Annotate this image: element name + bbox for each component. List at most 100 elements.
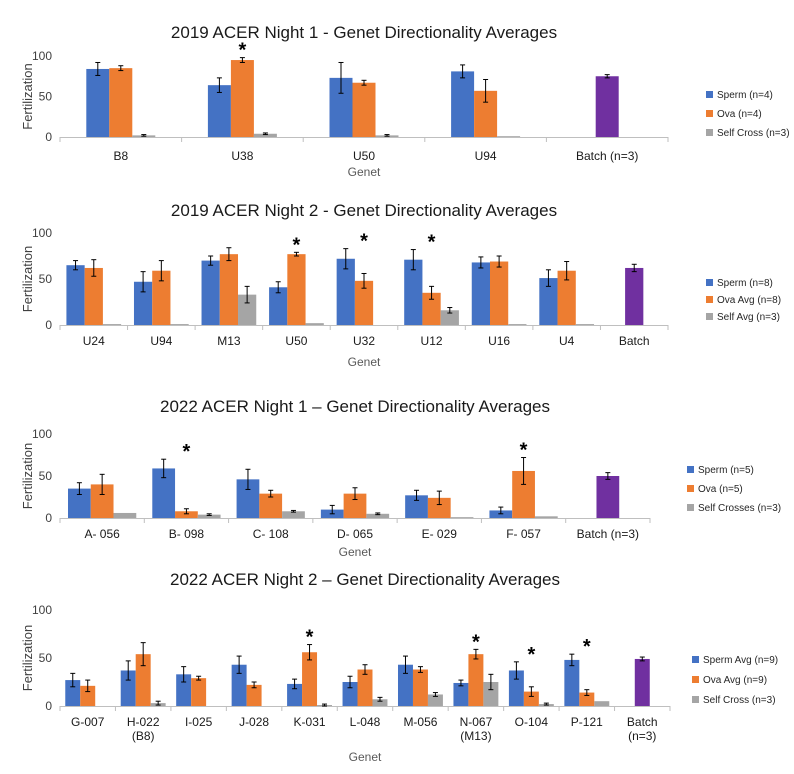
bar-ova: [230, 60, 254, 137]
bar-self: [366, 513, 390, 518]
legend-label: Sperm (n=8): [717, 278, 773, 289]
y-tick-label: 100: [32, 226, 52, 240]
legend-label: Ova (n=4): [717, 109, 762, 120]
x-tick-label: U32: [353, 334, 375, 348]
x-tick-label: U50: [285, 334, 307, 348]
bar-ova: [557, 270, 576, 325]
legend-swatch: [706, 91, 713, 98]
y-tick-label: 0: [45, 511, 52, 525]
x-tick-label: (B8): [132, 729, 155, 743]
bar-self: [450, 517, 474, 518]
legend-label: Self Avg (n=3): [717, 312, 780, 323]
significance-star: *: [520, 440, 528, 462]
bar-self: [497, 136, 521, 137]
legend-swatch: [687, 504, 694, 511]
x-tick-label: A- 056: [84, 527, 120, 541]
x-tick-label: U38: [231, 149, 253, 163]
legend-swatch: [692, 696, 699, 703]
bar-ova: [302, 652, 318, 706]
y-axis-label: Fertilization: [20, 246, 35, 312]
significance-star: *: [306, 627, 314, 649]
bar-ova: [489, 261, 509, 325]
bar-sperm: [287, 683, 303, 706]
bar-ova: [175, 511, 198, 518]
x-tick-label: P-121: [571, 715, 603, 729]
bar-ova: [287, 254, 306, 325]
significance-star: *: [472, 631, 480, 653]
bar-ova: [523, 691, 539, 706]
x-tick-label: Batch: [619, 334, 650, 348]
x-axis-label: Genet: [349, 750, 382, 764]
x-tick-label: G-007: [71, 715, 105, 729]
x-tick-label: B- 098: [169, 527, 205, 541]
bar-ova: [84, 267, 103, 325]
significance-star: *: [293, 234, 301, 256]
bar-sperm: [451, 71, 475, 137]
legend-swatch: [706, 129, 713, 136]
bar-ova: [512, 470, 535, 518]
legend-label: Self Cross (n=3): [703, 695, 776, 706]
y-axis-label: Fertilization: [20, 625, 35, 691]
bar-sperm: [269, 287, 288, 325]
y-tick-label: 0: [45, 699, 52, 713]
chart-panel-3: 2022 ACER Night 1 – Genet Directionality…: [20, 397, 781, 559]
x-tick-label: U16: [488, 334, 510, 348]
significance-star: *: [183, 441, 191, 463]
bar-self: [305, 323, 324, 325]
bar-ova: [219, 254, 239, 325]
bar-ova: [468, 654, 484, 706]
significance-star: *: [527, 644, 535, 666]
bar-ova: [422, 292, 441, 325]
bar-sperm: [397, 664, 413, 706]
x-tick-label: H-022: [127, 715, 160, 729]
y-tick-label: 100: [32, 603, 52, 617]
bar-ova: [246, 684, 262, 706]
x-axis-label: Genet: [348, 355, 381, 369]
bar-ova: [109, 68, 133, 137]
x-tick-label: Batch (n=3): [576, 149, 638, 163]
bar-ova: [90, 484, 114, 518]
significance-star: *: [428, 232, 436, 254]
bar-ova: [191, 678, 207, 706]
legend-label: Ova (n=5): [698, 484, 743, 495]
bar-self: [170, 324, 189, 325]
chart-title: 2022 ACER Night 1 – Genet Directionality…: [160, 397, 550, 416]
bar-sperm: [120, 670, 136, 706]
x-tick-label: U50: [353, 149, 375, 163]
bar-batch: [625, 267, 644, 325]
bar-batch: [634, 658, 650, 706]
y-axis-label: Fertilization: [20, 443, 35, 509]
y-tick-label: 0: [45, 130, 52, 144]
bar-self: [575, 324, 595, 325]
x-tick-label: L-048: [350, 715, 381, 729]
legend-label: Sperm (n=4): [717, 90, 773, 101]
x-tick-label: (n=3): [628, 729, 656, 743]
bar-ova: [357, 669, 373, 706]
x-tick-label: U4: [559, 334, 575, 348]
bar-ova: [579, 692, 595, 706]
significance-star: *: [360, 231, 368, 253]
bar-sperm: [133, 281, 153, 325]
x-tick-label: K-031: [294, 715, 326, 729]
bar-self: [372, 699, 388, 706]
bar-self: [427, 694, 443, 706]
bar-ova: [427, 497, 451, 518]
legend-label: Sperm (n=5): [698, 465, 754, 476]
chart-title: 2019 ACER Night 1 - Genet Directionality…: [171, 23, 557, 42]
bar-sperm: [236, 479, 260, 518]
x-tick-label: F- 057: [506, 527, 541, 541]
y-tick-label: 50: [39, 651, 53, 665]
bar-sperm: [231, 664, 247, 706]
bar-ova: [80, 685, 96, 706]
x-tick-label: E- 029: [422, 527, 458, 541]
legend-swatch: [692, 676, 699, 683]
y-tick-label: 0: [45, 318, 52, 332]
x-tick-label: J-028: [239, 715, 269, 729]
bar-ova: [343, 493, 367, 518]
chart-title: 2022 ACER Night 2 – Genet Directionality…: [170, 570, 560, 589]
bar-sperm: [201, 260, 220, 325]
bar-self: [197, 514, 221, 518]
bar-ova: [412, 669, 428, 706]
x-tick-label: U24: [83, 334, 105, 348]
